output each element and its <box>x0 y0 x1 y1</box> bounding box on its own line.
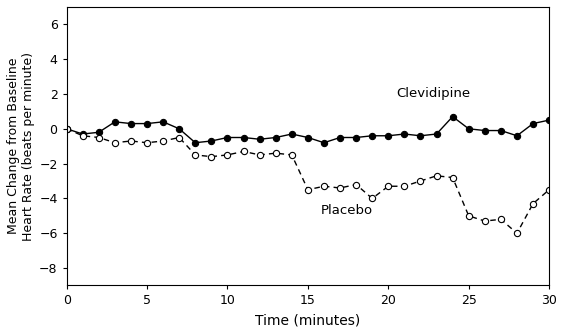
Clevidipine <box>530 122 536 126</box>
Clevidipine <box>63 127 70 131</box>
Clevidipine <box>417 134 424 138</box>
Clevidipine <box>80 132 86 136</box>
Clevidipine <box>514 134 521 138</box>
Clevidipine <box>369 134 376 138</box>
Placebo <box>208 155 215 159</box>
Placebo <box>385 184 391 188</box>
Placebo <box>433 174 440 178</box>
Clevidipine <box>112 120 118 124</box>
Placebo <box>112 141 118 145</box>
Placebo <box>240 149 247 153</box>
Placebo <box>465 214 472 218</box>
Line: Clevidipine: Clevidipine <box>64 114 552 146</box>
Placebo <box>546 188 553 192</box>
Placebo <box>144 141 151 145</box>
Text: Clevidipine: Clevidipine <box>396 88 470 101</box>
Clevidipine <box>176 127 183 131</box>
Clevidipine <box>305 136 311 140</box>
Placebo <box>417 179 424 183</box>
Placebo <box>272 151 279 155</box>
Placebo <box>337 186 343 190</box>
Placebo <box>160 139 166 143</box>
Clevidipine <box>272 136 279 140</box>
Placebo <box>224 153 231 157</box>
Placebo <box>320 184 327 188</box>
Placebo <box>127 139 134 143</box>
Y-axis label: Mean Change from Baseline
Heart Rate (beats per minute): Mean Change from Baseline Heart Rate (be… <box>7 52 35 241</box>
Placebo <box>192 153 199 157</box>
Placebo <box>95 136 102 140</box>
Clevidipine <box>497 129 504 133</box>
Clevidipine <box>127 122 134 126</box>
Clevidipine <box>465 127 472 131</box>
Placebo <box>305 188 311 192</box>
Placebo <box>352 182 359 186</box>
Clevidipine <box>433 132 440 136</box>
Clevidipine <box>401 132 408 136</box>
Placebo <box>514 231 521 235</box>
Placebo <box>256 153 263 157</box>
Clevidipine <box>546 118 553 122</box>
Clevidipine <box>160 120 166 124</box>
Placebo <box>176 136 183 140</box>
Clevidipine <box>337 136 343 140</box>
Clevidipine <box>320 141 327 145</box>
Placebo <box>288 153 295 157</box>
Placebo <box>450 176 456 180</box>
Placebo <box>80 134 86 138</box>
Line: Placebo: Placebo <box>64 126 552 236</box>
Clevidipine <box>95 130 102 134</box>
Clevidipine <box>352 136 359 140</box>
Clevidipine <box>385 134 391 138</box>
Clevidipine <box>144 122 151 126</box>
Clevidipine <box>240 136 247 140</box>
Clevidipine <box>208 139 215 143</box>
Clevidipine <box>192 141 199 145</box>
Clevidipine <box>482 129 488 133</box>
Placebo <box>482 219 488 223</box>
Placebo <box>63 127 70 131</box>
Placebo <box>369 196 376 200</box>
Placebo <box>401 184 408 188</box>
Clevidipine <box>288 132 295 136</box>
Placebo <box>530 202 536 206</box>
Placebo <box>497 217 504 221</box>
Clevidipine <box>256 137 263 141</box>
Clevidipine <box>450 115 456 119</box>
Clevidipine <box>224 136 231 140</box>
X-axis label: Time (minutes): Time (minutes) <box>255 313 360 327</box>
Text: Placebo: Placebo <box>321 204 373 217</box>
